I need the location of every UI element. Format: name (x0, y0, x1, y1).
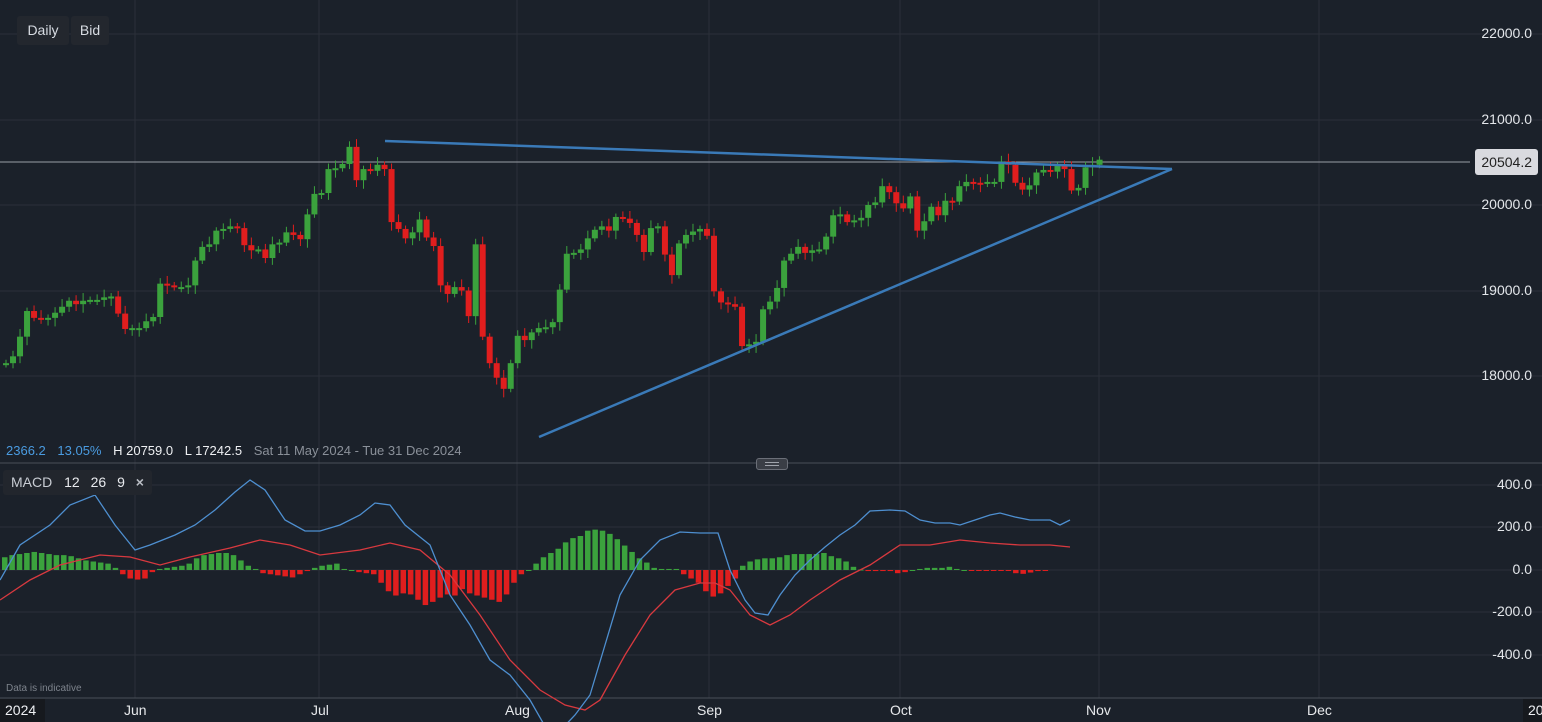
interval-button[interactable]: Daily (17, 16, 69, 45)
macd-signal: 9 (117, 474, 125, 490)
price-axis-label: 22000.0 (1481, 25, 1532, 41)
year-label: 2024 (0, 699, 45, 722)
macd-axis-label: -400.0 (1492, 646, 1532, 662)
current-price-tag: 20504.2 (1475, 149, 1538, 175)
macd-slow: 26 (90, 474, 107, 490)
macd-axis-label: -200.0 (1492, 603, 1532, 619)
price-axis-label: 21000.0 (1481, 111, 1532, 127)
month-label: Aug (505, 702, 530, 718)
close-icon[interactable]: × (135, 474, 144, 490)
change-percent: 13.05% (57, 443, 102, 458)
stats-bar: 2366.2 13.05% H 20759.0 L 17242.5 Sat 11… (6, 443, 470, 458)
price-axis-label: 18000.0 (1481, 367, 1532, 383)
low-value: L 17242.5 (184, 443, 243, 458)
year-label-right: 20 (1523, 699, 1542, 722)
disclaimer: Data is indicative (6, 683, 82, 694)
month-label: Oct (890, 702, 912, 718)
macd-axis-label: 0.0 (1512, 561, 1532, 577)
month-label: Dec (1307, 702, 1332, 718)
date-range: Sat 11 May 2024 - Tue 31 Dec 2024 (253, 443, 462, 458)
month-label: Jul (311, 702, 329, 718)
change-value: 2366.2 (6, 443, 46, 458)
macd-axis-label: 400.0 (1496, 476, 1532, 492)
price-type-button[interactable]: Bid (71, 16, 109, 45)
macd-name: MACD (11, 474, 53, 490)
macd-axis-label: 200.0 (1496, 518, 1532, 534)
macd-fast: 12 (64, 474, 80, 490)
month-label: Sep (697, 702, 722, 718)
price-axis-label: 20000.0 (1481, 196, 1532, 212)
high-value: H 20759.0 (113, 443, 174, 458)
price-axis-label: 19000.0 (1481, 282, 1532, 298)
month-label: Jun (124, 702, 147, 718)
month-label: Nov (1086, 702, 1111, 718)
macd-legend[interactable]: MACD 12 26 9 × (3, 470, 152, 495)
pane-resize-handle[interactable] (756, 458, 788, 470)
